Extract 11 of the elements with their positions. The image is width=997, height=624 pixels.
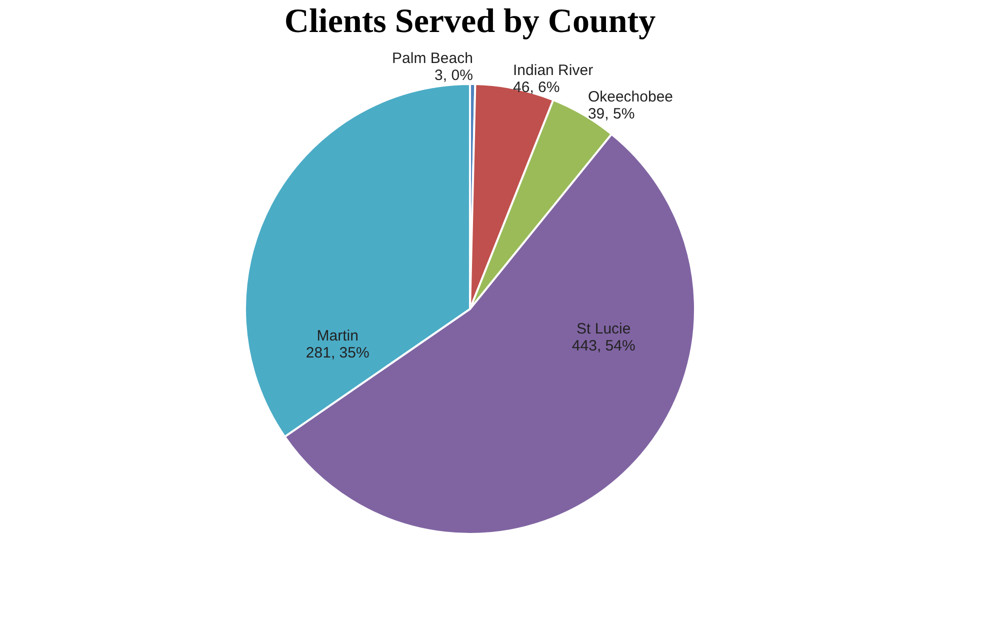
data-label: 46, 6%	[513, 78, 560, 96]
slice-label: Okeechobee	[588, 88, 674, 106]
slice-label: Indian River	[513, 62, 594, 79]
data-label: 39, 5%	[588, 106, 635, 123]
slice-label: St Lucie	[576, 320, 631, 338]
data-label: 281, 35%	[306, 344, 370, 362]
data-label: 3, 0%	[434, 67, 473, 84]
slice-label: Palm Beach	[392, 50, 473, 68]
slice-label: Martin	[316, 327, 358, 344]
chart-title: Clients Served by County	[284, 3, 656, 40]
data-label: 443, 54%	[572, 337, 636, 354]
